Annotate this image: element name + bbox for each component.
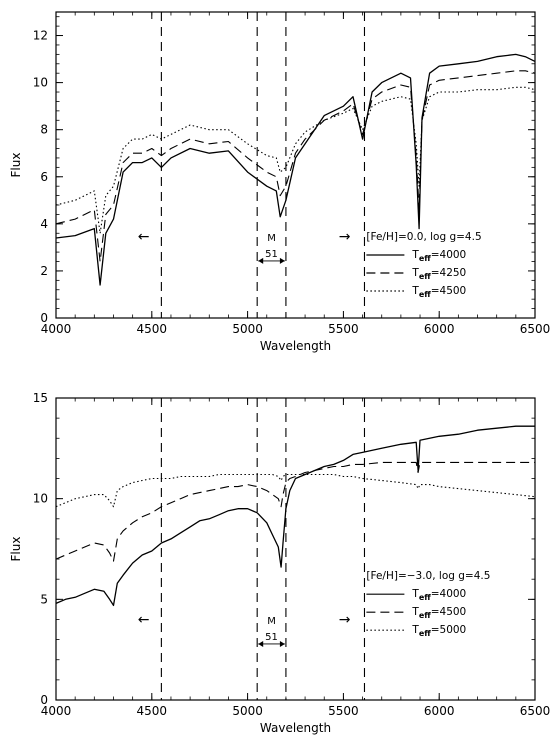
series-line-2: [55, 461, 535, 562]
y-tick-label: 0: [40, 693, 48, 707]
y-tick-label: 15: [33, 391, 48, 405]
legend-label-value: =4000: [431, 249, 467, 261]
legend-title: [Fe/H]=0.0, log g=4.5: [366, 231, 481, 243]
x-tick-label: 6000: [424, 322, 455, 336]
legend-label-t: T: [411, 285, 419, 297]
y-tick-label: 4: [40, 217, 48, 231]
right-arrow-icon: →: [339, 229, 351, 245]
legend-label-3: Teff=5000: [411, 624, 466, 638]
legend-label-subscript: eff: [419, 272, 431, 281]
y-tick-label: 0: [40, 311, 48, 325]
y-tick-label: 10: [33, 76, 48, 90]
legend-label-value: =4250: [431, 267, 467, 279]
y-tick-label: 2: [40, 264, 48, 278]
x-axis-label: Wavelength: [260, 339, 331, 353]
legend-label-value: =4500: [431, 285, 467, 297]
legend-label-subscript: eff: [419, 593, 431, 602]
legend-label-2: Teff=4500: [411, 606, 466, 620]
right-arrow-icon: →: [339, 612, 351, 628]
left-arrow-icon: ←: [138, 229, 150, 245]
band-name-label: M: [267, 233, 276, 244]
series-line-1: [55, 53, 536, 286]
y-tick-label: 6: [40, 170, 48, 184]
chart-panel-1: 4000 4500 5000 5500 6000 6500 0 2 4 6 8 10 12 Wavelen…: [9, 11, 551, 353]
band-width-label: 51: [265, 249, 278, 260]
legend-label-3: Teff=4500: [411, 285, 466, 299]
legend-label-1: Teff=4000: [411, 588, 466, 602]
series-line-2: [55, 70, 536, 263]
x-tick-label: 5000: [232, 322, 263, 336]
band-name-label: M: [267, 616, 276, 627]
legend-label-value: =5000: [431, 624, 467, 636]
legend-label-value: =4500: [431, 606, 467, 618]
chart-panel-2: 4000 4500 5000 5500 6000 6500 0 5 10 15 Wavelength…: [9, 391, 550, 735]
series-line-3: [55, 473, 536, 508]
band-arrowhead-left: [258, 257, 264, 264]
y-axis-label: Flux: [9, 537, 23, 562]
band-arrowhead-right: [279, 640, 285, 647]
x-tick-label: 4000: [41, 704, 72, 718]
legend-label-subscript: eff: [419, 611, 431, 620]
series-line-1: [55, 425, 535, 607]
x-tick-label: 4500: [137, 704, 168, 718]
y-tick-label: 8: [40, 123, 48, 137]
plot-frame: [55, 11, 536, 319]
legend-title: [Fe/H]=−3.0, log g=4.5: [366, 570, 490, 582]
y-axis-label: Flux: [9, 153, 23, 178]
legend-label-2: Teff=4250: [411, 267, 466, 281]
x-tick-label: 4500: [137, 322, 168, 336]
legend-label-subscript: eff: [419, 254, 431, 263]
x-axis-label: Wavelength: [260, 721, 331, 735]
band-arrowhead-left: [258, 640, 264, 647]
x-tick-label: 6500: [520, 322, 551, 336]
x-tick-label: 5500: [328, 704, 359, 718]
legend-label-t: T: [411, 606, 419, 618]
band-width-label: 51: [265, 632, 278, 643]
y-tick-label: 5: [40, 592, 48, 606]
x-tick-label: 6500: [520, 704, 551, 718]
left-arrow-icon: ←: [138, 612, 150, 628]
plot-frame: [55, 397, 536, 701]
legend-label-1: Teff=4000: [411, 249, 466, 263]
y-tick-label: 12: [33, 29, 48, 43]
legend-label-value: =4000: [431, 588, 467, 600]
legend-label-subscript: eff: [419, 629, 431, 638]
x-tick-label: 4000: [41, 322, 72, 336]
x-tick-label: 6000: [424, 704, 455, 718]
legend-label-t: T: [411, 267, 419, 279]
band-arrowhead-right: [279, 257, 285, 264]
x-tick-label: 5500: [328, 322, 359, 336]
y-tick-label: 10: [33, 492, 48, 506]
legend-label-t: T: [411, 588, 419, 600]
legend-label-t: T: [411, 249, 419, 261]
legend-label-t: T: [411, 624, 419, 636]
legend-label-subscript: eff: [419, 290, 431, 299]
x-tick-label: 5000: [232, 704, 263, 718]
